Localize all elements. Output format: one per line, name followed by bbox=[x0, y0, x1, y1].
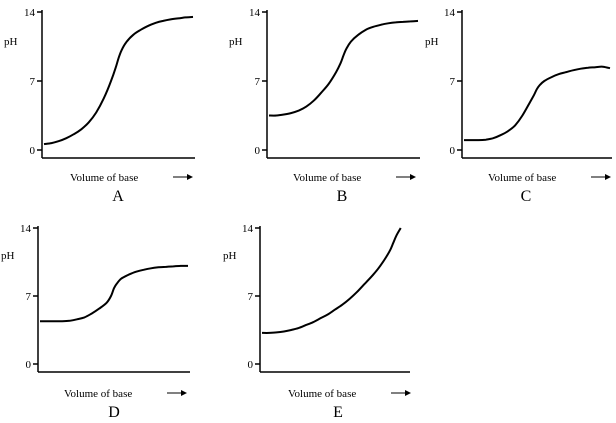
x-axis-arrow-head-d bbox=[181, 390, 187, 396]
titration-curve-e bbox=[261, 227, 402, 334]
x-axis-label-d: Volume of base bbox=[64, 388, 132, 400]
titration-curve-d bbox=[39, 264, 189, 323]
titration-curve-b bbox=[268, 19, 419, 117]
x-axis-arrow-head-a bbox=[187, 174, 193, 180]
y-axis-label-a: pH bbox=[4, 36, 18, 48]
y-axis-label-b: pH bbox=[229, 36, 243, 48]
y-tick-label-b-0: 0 bbox=[255, 145, 261, 157]
y-tick-label-e-0: 0 bbox=[248, 359, 254, 371]
x-axis-label-c: Volume of base bbox=[488, 172, 556, 184]
panel-letter-c: C bbox=[521, 188, 532, 205]
panel-d: 0 7 14 pH Volume of base D bbox=[1, 223, 190, 421]
y-tick-label-a-0: 0 bbox=[30, 145, 36, 157]
titration-curve-c bbox=[464, 65, 611, 142]
panel-letter-d: D bbox=[108, 404, 120, 421]
y-tick-label-d-7: 7 bbox=[26, 291, 32, 303]
y-tick-label-a-7: 7 bbox=[30, 76, 36, 88]
panel-letter-e: E bbox=[333, 404, 343, 421]
y-tick-label-d-0: 0 bbox=[26, 359, 32, 371]
titration-curve-a bbox=[43, 15, 194, 146]
x-axis-label-b: Volume of base bbox=[293, 172, 361, 184]
y-tick-label-c-14: 14 bbox=[444, 7, 456, 19]
y-tick-label-e-14: 14 bbox=[242, 223, 254, 235]
y-tick-label-b-7: 7 bbox=[255, 76, 261, 88]
x-axis-label-e: Volume of base bbox=[288, 388, 356, 400]
x-axis-arrow-head-c bbox=[605, 174, 611, 180]
y-axis-label-e: pH bbox=[223, 250, 237, 262]
y-tick-label-c-7: 7 bbox=[450, 76, 456, 88]
y-axis-label-c: pH bbox=[425, 36, 439, 48]
y-tick-label-d-14: 14 bbox=[20, 223, 32, 235]
panel-b: 0 7 14 pH Volume of base B bbox=[229, 7, 420, 205]
y-tick-label-c-0: 0 bbox=[450, 145, 456, 157]
x-axis-label-a: Volume of base bbox=[70, 172, 138, 184]
panel-e: 0 7 14 pH Volume of base E bbox=[223, 223, 411, 421]
panel-letter-a: A bbox=[112, 188, 124, 205]
y-tick-label-e-7: 7 bbox=[248, 291, 254, 303]
panel-a: 0 7 14 pH Volume of base A bbox=[4, 7, 195, 205]
y-axis-label-d: pH bbox=[1, 250, 15, 262]
y-tick-label-b-14: 14 bbox=[249, 7, 261, 19]
x-axis-arrow-head-e bbox=[405, 390, 411, 396]
y-tick-label-a-14: 14 bbox=[24, 7, 36, 19]
x-axis-arrow-head-b bbox=[410, 174, 416, 180]
panel-letter-b: B bbox=[337, 188, 348, 205]
panel-c: 0 7 14 pH Volume of base C bbox=[425, 7, 612, 205]
